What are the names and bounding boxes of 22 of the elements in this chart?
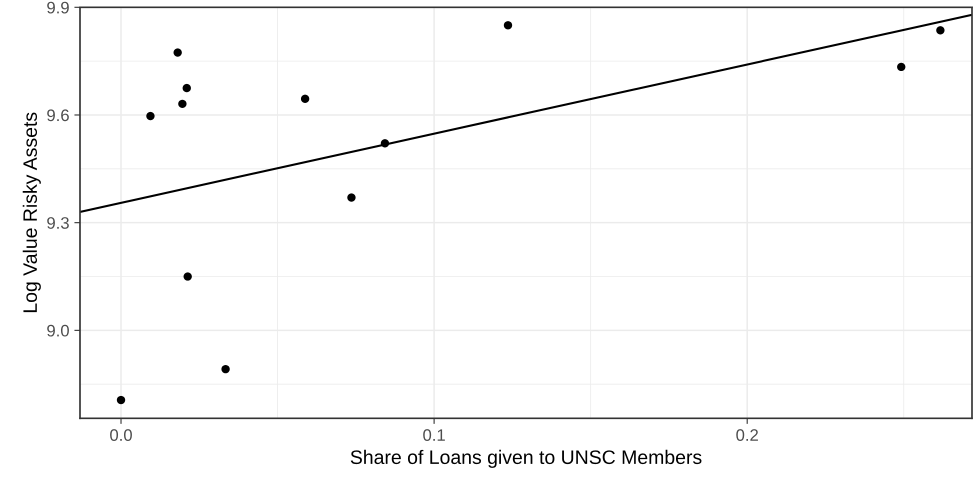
y-tick-label: 9.0 [47,324,69,337]
y-axis-title: Log Value Risky Assets [22,112,41,312]
x-tick-label: 0.2 [736,429,758,441]
y-tick-label: 9.9 [47,2,69,14]
point [116,396,126,404]
point [178,100,187,108]
point [347,193,356,202]
point [936,26,945,34]
point [897,62,906,72]
point [184,272,192,281]
point [221,364,230,374]
y-tick-label: 9.3 [47,217,69,229]
x-tick-label: 0.0 [110,429,132,441]
point [182,84,191,92]
y-tick-label: 9.6 [47,109,69,122]
point [300,94,310,103]
point [504,21,512,30]
x-tick-label: 0.1 [423,429,445,441]
point [146,112,155,120]
x-axis-title: Share of Loans given to UNSC Members [350,450,702,468]
point [174,48,182,57]
point [380,139,390,148]
